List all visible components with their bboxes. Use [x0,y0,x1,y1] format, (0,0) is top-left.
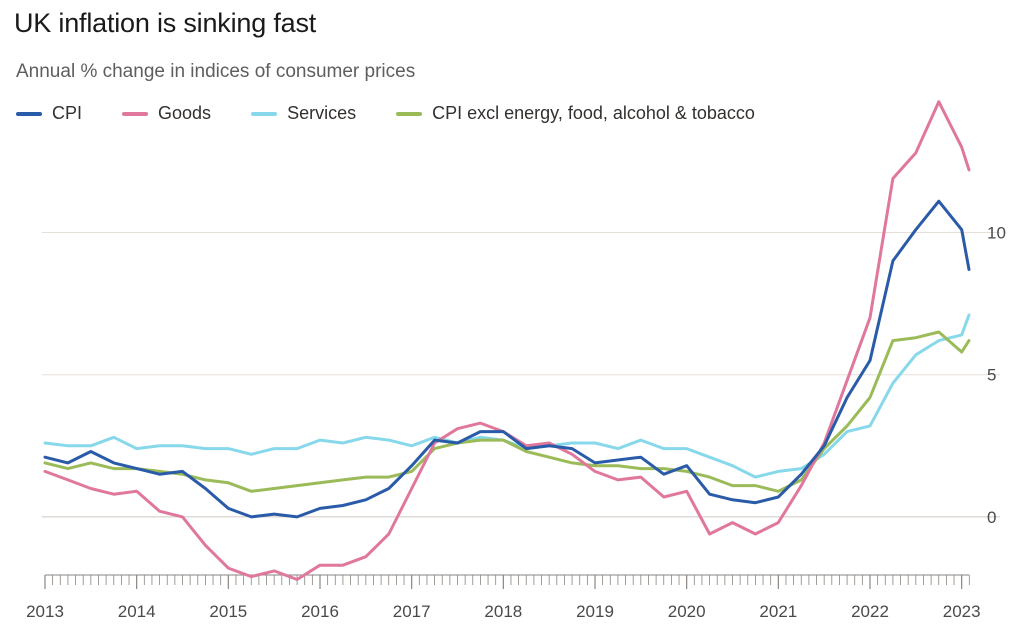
series-line-cpi-excl-energy-food-alcohol-tobacco [43,330,971,493]
legend-swatch-services [251,111,278,116]
legend-swatch-cpi [16,111,42,116]
x-tick-label-2021: 2021 [759,602,797,621]
x-tick-label-2023: 2023 [943,602,981,621]
grid-layer [42,232,1000,518]
x-tick-label-2018: 2018 [484,602,522,621]
series-line-goods [43,100,971,581]
chart-title: UK inflation is sinking fast [14,8,317,38]
legend-item-cpi: CPI [16,103,82,124]
x-tick-label-2013: 2013 [26,602,64,621]
chart-subtitle: Annual % change in indices of consumer p… [16,61,416,82]
legend-item-goods: Goods [122,103,211,124]
legend-label-goods: Goods [158,103,212,123]
series-line-cpi [43,199,971,519]
x-tick-label-2020: 2020 [668,602,706,621]
y-tick-label-10: 10 [987,224,1006,243]
legend-swatch-core-cpi [396,111,423,116]
x-tick-label-2016: 2016 [301,602,339,621]
y-axis-labels: 0 5 10 [987,224,1006,527]
legend-item-services: Services [251,103,356,124]
legend-label-cpi: CPI [52,103,83,123]
x-tick-label-2017: 2017 [393,602,431,621]
series-layer [43,100,971,581]
x-tick-label-2019: 2019 [576,602,614,621]
x-axis: 2013 2014 2015 2016 2017 2018 2019 2020 2021 2022… [26,574,981,621]
y-tick-label-0: 0 [987,508,996,527]
legend-swatch-goods [122,111,149,116]
x-tick-label-2015: 2015 [209,602,247,621]
x-tick-label-2022: 2022 [851,602,889,621]
series-line-services [43,313,971,479]
x-tick-label-2014: 2014 [118,602,156,621]
legend-label-core-cpi: CPI excl energy, food, alcohol & tobacco [432,103,755,123]
legend-label-services: Services [287,103,357,123]
y-tick-label-5: 5 [987,366,996,385]
legend: CPI Goods Services CPI excl energy, food… [16,103,795,124]
legend-item-core-cpi: CPI excl energy, food, alcohol & tobacco [396,103,755,124]
